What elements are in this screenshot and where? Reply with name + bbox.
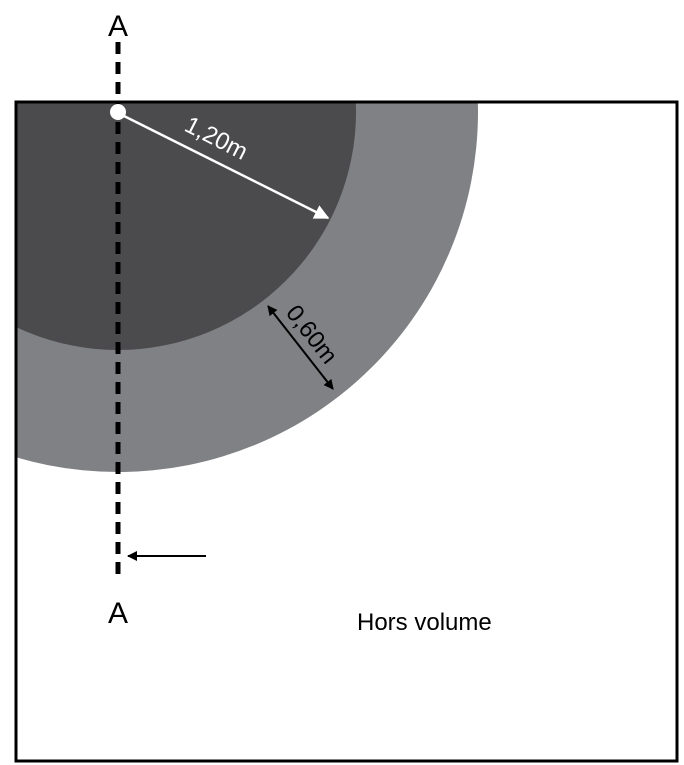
outside-zone-label: Hors volume — [357, 609, 492, 636]
inner-zone-disc — [16, 102, 356, 350]
radius-arrow — [119, 112, 330, 220]
center-point — [110, 104, 126, 120]
ring-width-arrow — [267, 305, 334, 390]
section-label-bottom: A — [108, 597, 128, 630]
room-outline — [14, 100, 679, 763]
section-label-top: A — [108, 10, 128, 43]
